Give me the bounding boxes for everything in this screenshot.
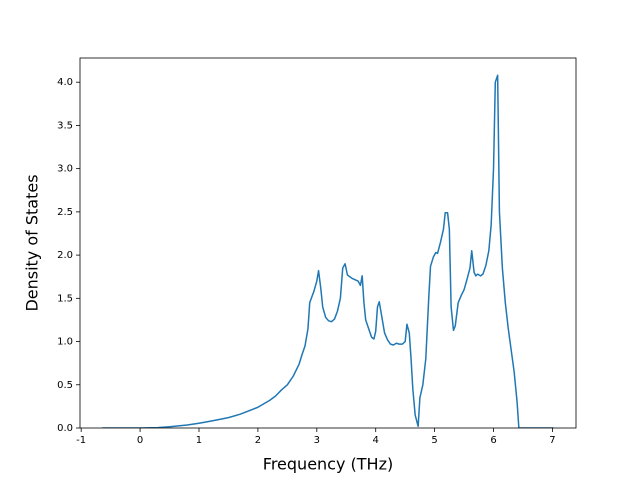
y-tick-label: 0.5	[57, 380, 73, 391]
plot-frame	[79, 57, 577, 429]
x-tick-label: -1	[76, 435, 86, 446]
x-tick-label: 4	[373, 435, 379, 446]
y-tick-label: 2.5	[57, 207, 73, 218]
y-axis-label: Density of States	[23, 174, 42, 311]
y-tick-label: 1.0	[57, 337, 73, 348]
x-tick-label: 6	[490, 435, 496, 446]
x-tick-label: 1	[196, 435, 202, 446]
x-tick-label: 7	[549, 435, 555, 446]
x-tick-label: 2	[255, 435, 261, 446]
series-line	[102, 74, 554, 428]
y-tick-label: 3.5	[57, 120, 73, 131]
y-tick-label: 4.0	[57, 77, 73, 88]
y-tick-label: 1.5	[57, 293, 73, 304]
x-tick-label: 5	[431, 435, 437, 446]
x-tick-label: 0	[137, 435, 143, 446]
y-tick-label: 2.0	[57, 250, 73, 261]
x-tick-label: 3	[314, 435, 320, 446]
x-axis-label: Frequency (THz)	[263, 455, 393, 474]
y-tick-label: 3.0	[57, 164, 73, 175]
y-tick-label: 0.0	[57, 423, 73, 434]
